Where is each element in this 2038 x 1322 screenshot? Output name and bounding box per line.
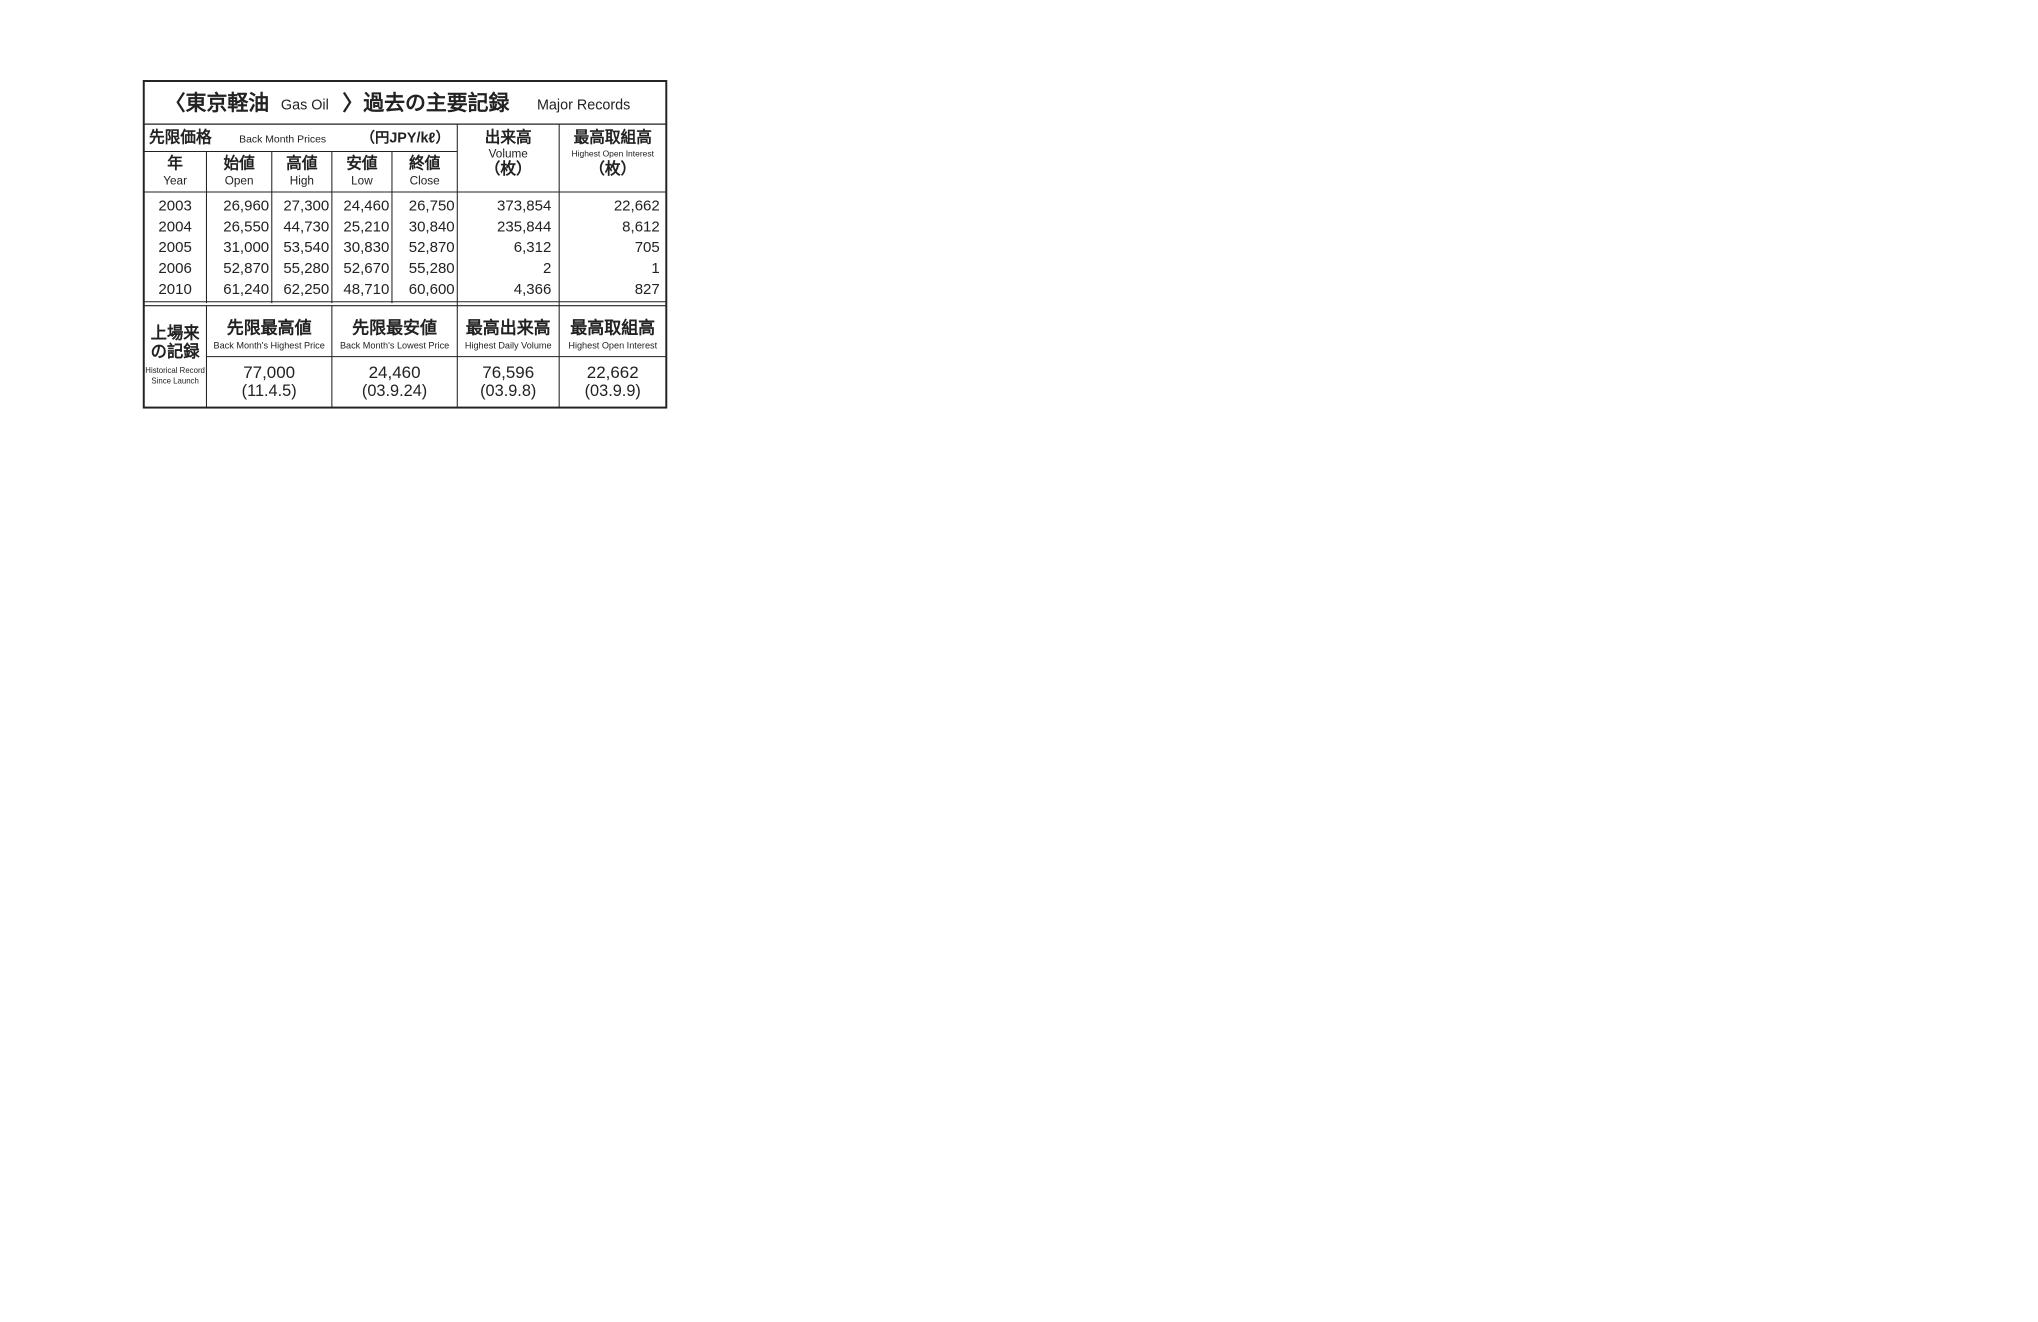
table-text: 31,000: [223, 239, 269, 256]
table-text: 2005: [158, 239, 191, 256]
table-text: 22,662: [587, 363, 639, 382]
table-text: 48,710: [343, 281, 389, 298]
table-text: Highest Open Interest: [571, 148, 654, 158]
table-text: 52,870: [223, 260, 269, 277]
table-text: 60,600: [409, 281, 455, 298]
table-text: 出来高: [485, 128, 532, 147]
table-text: 235,844: [497, 218, 551, 235]
table-text: 30,840: [409, 218, 455, 235]
labels: 〈東京軽油 Gas Oil 〉過去の主要記録 Major Records 先限価格 Bac…: [142, 80, 668, 409]
table-text: Gas Oil: [281, 98, 329, 114]
table-text: Back Month's Lowest Price: [340, 341, 449, 351]
table-text: 26,960: [223, 197, 269, 214]
table-text: 安値: [346, 154, 378, 173]
table-text: 77,000: [243, 363, 295, 382]
table-text: 26,550: [223, 218, 269, 235]
table-text: 〈東京軽油: [165, 91, 269, 115]
table-text: Highest Daily Volume: [465, 341, 552, 351]
table-text: 27,300: [283, 197, 329, 214]
records-table: 〈東京軽油 Gas Oil 〉過去の主要記録 Major Records 先限価格 Bac…: [142, 80, 668, 409]
table-text: Highest Open Interest: [568, 341, 657, 351]
table-text: (11.4.5): [242, 382, 297, 400]
table-text: 最高出来高: [466, 318, 551, 338]
table-text: 2010: [158, 281, 191, 298]
table-text: 53,540: [283, 239, 329, 256]
table-text: 先限価格: [149, 128, 212, 147]
table-text: Low: [351, 175, 373, 188]
table-text: 705: [635, 239, 660, 256]
table-text: 始値: [223, 154, 255, 173]
table-text: Back Month Prices: [239, 135, 326, 146]
table-text: (03.9.8): [480, 382, 536, 400]
table-text: 4,366: [514, 281, 552, 298]
table-text: 2003: [158, 197, 191, 214]
table-text: （円JPY/kℓ）: [361, 128, 450, 146]
table-text: 61,240: [223, 281, 269, 298]
table-text: Major Records: [537, 98, 630, 114]
table-text: Back Month's Highest Price: [214, 341, 325, 351]
table-text: 8,612: [622, 218, 660, 235]
table-text: 76,596: [482, 363, 534, 382]
table-text: 26,750: [409, 197, 455, 214]
table-text: 最高取組高: [570, 318, 655, 338]
table-text: 〉過去の主要記録: [342, 91, 510, 115]
table-text: 2: [543, 260, 551, 277]
table-text: Volume: [489, 147, 529, 160]
table-text: 25,210: [343, 218, 389, 235]
table-text: 先限最高値: [227, 318, 312, 338]
table-text: High: [290, 175, 314, 188]
table-text: 827: [635, 281, 660, 298]
table-text: Close: [410, 175, 441, 188]
table-text: 55,280: [283, 260, 329, 277]
table-text: 先限最安値: [352, 318, 437, 338]
table-text: Year: [163, 175, 187, 188]
table-text: 24,460: [343, 197, 389, 214]
table-text: 年: [167, 154, 183, 173]
table-text: 22,662: [614, 197, 660, 214]
table-text: 2004: [158, 218, 191, 235]
table-text: (03.9.24): [362, 382, 427, 400]
table-text: (03.9.9): [585, 382, 641, 400]
table-text: の記録: [151, 342, 201, 361]
table-text: 24,460: [369, 363, 421, 382]
table-text: Historical Record: [145, 366, 205, 375]
table-text: 373,854: [497, 197, 551, 214]
table-box: [142, 80, 668, 409]
table-text: Open: [225, 175, 254, 188]
table-text: （枚）: [589, 159, 636, 178]
table-text: 高値: [286, 154, 318, 173]
table-text: （枚）: [485, 159, 532, 178]
table-text: 終値: [409, 154, 441, 173]
table-text: 最高取組高: [574, 128, 652, 147]
table-text: 55,280: [409, 260, 455, 277]
table-text: 30,830: [343, 239, 389, 256]
table-text: 52,870: [409, 239, 455, 256]
table-text: 1: [651, 260, 659, 277]
table-text: Since Launch: [151, 377, 198, 386]
table-text: 2006: [158, 260, 191, 277]
table-text: 52,670: [343, 260, 389, 277]
table-text: 6,312: [514, 239, 552, 256]
table-text: 44,730: [283, 218, 329, 235]
table-text: 62,250: [283, 281, 329, 298]
table-text: 上場来: [151, 324, 201, 343]
